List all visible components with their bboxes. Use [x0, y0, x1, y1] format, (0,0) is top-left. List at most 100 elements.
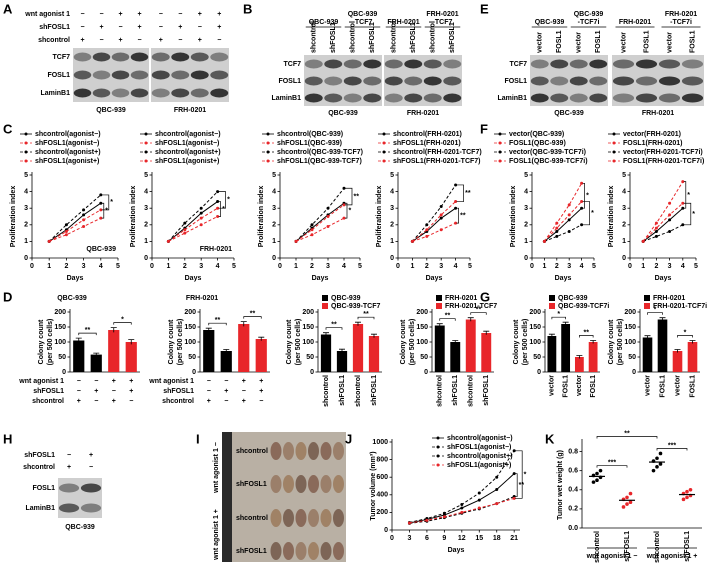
condition-label: shcontrol [38, 37, 70, 44]
legend-marker [24, 150, 28, 154]
blot-band [612, 76, 635, 86]
x-tick-label: 2 [555, 263, 559, 270]
legend-marker [144, 150, 148, 154]
data-point [591, 480, 596, 484]
condition-sign: − [224, 398, 228, 405]
significance-label: * [105, 208, 108, 215]
condition-sign: − [89, 464, 93, 471]
legend-label: FOSL1(FRH-0201) [623, 140, 683, 147]
cell-line-label: FRH-0201 [642, 110, 674, 117]
significance-label: * [591, 210, 594, 217]
data-point [542, 239, 546, 243]
panel-letter: H [3, 431, 12, 446]
y-tick-label: 0.8 [568, 448, 578, 455]
tumor [295, 542, 307, 560]
y-tick-label: 4 [24, 188, 28, 195]
significance-bracket [345, 187, 353, 206]
significance-bracket [208, 322, 227, 326]
lane-label: shFOSL1 [449, 22, 456, 53]
y-tick-label: 4 [524, 188, 528, 195]
x-axis-label: Days [185, 275, 202, 282]
significance-label: ** [331, 322, 337, 329]
lane-label: shFOSL1 [369, 22, 376, 53]
error-bar [205, 327, 212, 332]
lane-label: shFOSL1 [330, 22, 337, 53]
data-point [82, 218, 86, 222]
chart-title: QBC-939 [86, 246, 116, 253]
data-point [598, 468, 603, 473]
lane-label: vector [666, 32, 673, 53]
blot-band [151, 52, 170, 62]
legend-label: vector(FRH-0201-TCF7i) [623, 149, 703, 156]
legend-marker [144, 132, 148, 136]
data-point [688, 487, 693, 492]
tumor [308, 509, 319, 527]
legend-marker [498, 150, 502, 154]
x-axis-label: Days [67, 275, 84, 282]
cell-line-label: QBC-939 [96, 107, 126, 114]
significance-label: * [586, 193, 589, 200]
data-point [512, 449, 516, 453]
legend-marker [498, 159, 502, 163]
blot-band [324, 93, 343, 103]
x-tick-label: 5 [358, 263, 362, 270]
condition-sign: + [217, 24, 221, 31]
data-point [326, 224, 330, 228]
legend-label: FRH-0201 [653, 295, 685, 302]
y-tick-label: 5 [272, 172, 276, 179]
blot-band [130, 88, 149, 98]
blot-band [443, 76, 462, 86]
blot-band [635, 59, 658, 69]
bar [368, 336, 380, 372]
legend-label: shcontrol(agonist+) [155, 149, 221, 156]
y-tick-label: 2 [144, 222, 148, 229]
blot-band [190, 70, 209, 80]
significance-bracket [218, 201, 221, 217]
x-tick-label: shFOSL1 [624, 531, 631, 562]
blot-band [111, 70, 130, 80]
legend-marker [612, 159, 616, 163]
side-label: wnt agonist 1 − [213, 442, 220, 494]
legend-marker [612, 132, 616, 136]
data-point [199, 206, 203, 210]
error-bar [674, 349, 681, 353]
legend-label: vector(QBC-939-TCF7i) [509, 149, 586, 156]
condition-sign: − [178, 11, 182, 18]
y-tick-label: 100 [624, 339, 636, 346]
x-tick-label: shFOSL1 [483, 375, 490, 406]
legend-marker [144, 159, 148, 163]
tumor [270, 542, 282, 560]
significance-bracket [551, 316, 566, 320]
x-tick-label: shcontrol [468, 375, 475, 407]
data-point [64, 229, 68, 233]
y-tick-label: 100 [529, 339, 541, 346]
tumor [308, 542, 319, 560]
significance-bracket [456, 184, 464, 202]
x-tick-label: 18 [493, 535, 501, 542]
y-tick-label: 3 [272, 205, 276, 212]
condition-sign: − [99, 11, 103, 18]
y-axis-label: (per 500 cells) [295, 319, 302, 366]
significance-bracket [439, 318, 456, 321]
x-tick-label: 1 [166, 263, 170, 270]
y-tick-label: 1 [390, 238, 394, 245]
error-bar [75, 337, 82, 343]
band-label: TCF7 [284, 61, 302, 68]
legend-label: shcontrol(agonist+) [35, 149, 101, 156]
significance-label: ** [519, 482, 525, 489]
condition-label: shcontrol [32, 398, 64, 405]
significance-bracket [677, 335, 693, 338]
data-point [681, 497, 686, 502]
lane-group-header: FRH-0201 [426, 11, 458, 18]
data-point [442, 511, 446, 515]
data-point [183, 221, 187, 225]
x-tick-label: shFOSL1 [452, 375, 459, 406]
y-tick-label: 150 [184, 324, 196, 331]
blot-band [404, 93, 423, 103]
lane-group-header: FRH-0201 [665, 11, 697, 18]
band-label: FOSL1 [504, 78, 527, 85]
blot-band [530, 93, 549, 103]
y-tick-label: 5 [390, 172, 394, 179]
blot-band [443, 59, 462, 69]
blot-band [384, 59, 403, 69]
